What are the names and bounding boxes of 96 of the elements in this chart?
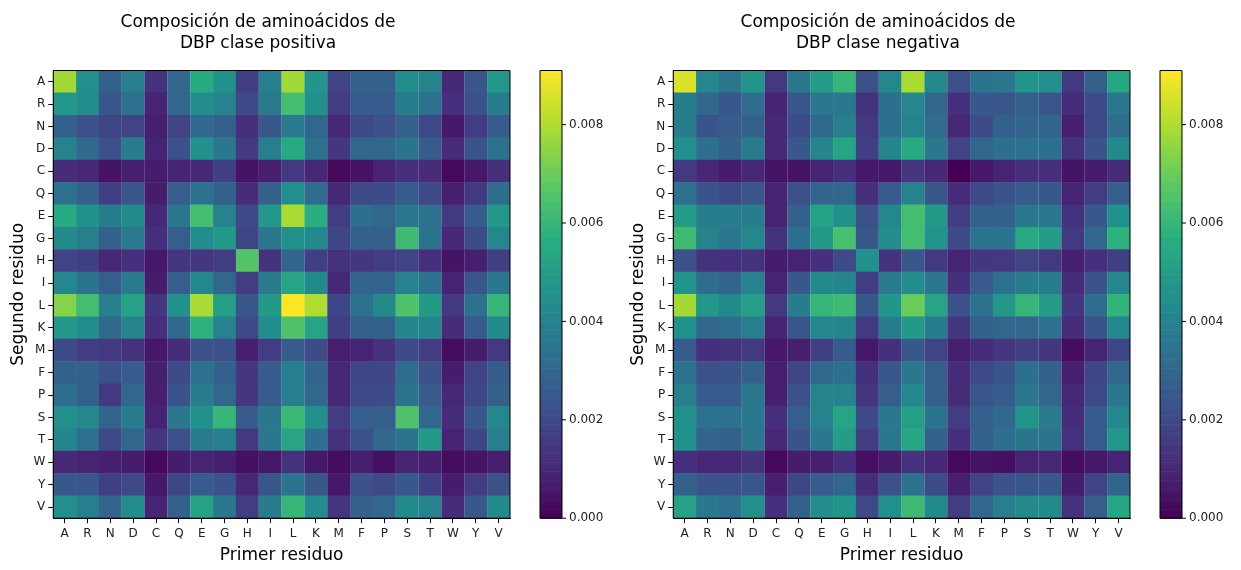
x-tick-label: K	[311, 525, 321, 540]
y-axis-title: Segundo residuo	[6, 222, 27, 366]
y-tick-label: N	[656, 118, 666, 133]
color-bar-label: 0.006	[569, 215, 604, 230]
x-tick-label: V	[494, 525, 504, 540]
color-bar-label: 0.004	[1189, 313, 1224, 328]
y-tick-label: K	[657, 320, 667, 335]
y-tick-label: E	[37, 208, 46, 223]
x-tick-label: R	[83, 525, 92, 540]
y-tick-label: F	[38, 364, 46, 379]
x-axis-title: Primer residuo	[219, 544, 344, 565]
y-tick-label: H	[36, 252, 46, 267]
color-bar-label: 0.006	[1189, 215, 1224, 230]
y-tick-label: Q	[655, 185, 666, 200]
y-tick-label: D	[36, 140, 46, 155]
y-tick-label: V	[37, 499, 47, 514]
chart-title: Composición de aminoácidos de DBP clase negativa	[740, 11, 1016, 53]
x-tick-label: W	[1066, 525, 1079, 540]
x-tick-label: Y	[471, 525, 481, 540]
y-tick-label: L	[658, 297, 666, 312]
y-tick-label: T	[36, 431, 46, 446]
color-bar-label: 0.004	[569, 313, 604, 328]
y-tick-label: A	[37, 73, 47, 88]
y-tick-label: R	[656, 96, 666, 111]
x-tick-label: T	[425, 525, 435, 540]
y-tick-label: M	[34, 342, 46, 357]
y-axis-title: Segundo residuo	[626, 222, 647, 366]
x-tick-label: L	[909, 525, 917, 540]
x-tick-label: I	[268, 525, 272, 540]
x-tick-label: I	[888, 525, 892, 540]
y-tick-label: E	[657, 208, 666, 223]
x-tick-label: Q	[794, 525, 804, 540]
y-tick-label: T	[656, 431, 666, 446]
y-tick-label: K	[37, 320, 47, 335]
x-tick-label: E	[197, 525, 206, 540]
y-tick-label: R	[36, 96, 46, 111]
color-bar-label: 0.008	[569, 116, 604, 131]
y-tick-label: W	[33, 454, 46, 469]
y-tick-label: G	[655, 230, 666, 245]
x-tick-label: F	[358, 525, 366, 540]
x-tick-label: S	[1023, 525, 1032, 540]
y-tick-label: V	[657, 499, 667, 514]
x-tick-label: M	[333, 525, 344, 540]
y-tick-label: C	[656, 163, 666, 178]
x-tick-label: N	[725, 525, 735, 540]
x-tick-label: G	[839, 525, 850, 540]
x-tick-label: N	[105, 525, 115, 540]
y-tick-label: F	[658, 364, 666, 379]
y-tick-label: P	[658, 387, 666, 402]
x-tick-label: T	[1045, 525, 1055, 540]
x-tick-label: P	[1000, 525, 1009, 540]
x-tick-label: H	[862, 525, 872, 540]
y-tick-label: D	[656, 140, 666, 155]
color-bar-label: 0.008	[1189, 116, 1224, 131]
x-tick-label: H	[242, 525, 252, 540]
x-tick-label: V	[1114, 525, 1124, 540]
y-tick-label: H	[656, 252, 666, 267]
y-tick-label: Q	[35, 185, 46, 200]
x-tick-label: S	[403, 525, 412, 540]
x-tick-label: P	[380, 525, 389, 540]
y-tick-label: Y	[36, 476, 46, 491]
x-tick-label: G	[219, 525, 230, 540]
x-tick-label: K	[931, 525, 941, 540]
x-tick-label: D	[128, 525, 138, 540]
y-tick-label: S	[657, 409, 666, 424]
x-tick-label: Q	[174, 525, 184, 540]
y-tick-label: C	[36, 163, 46, 178]
y-tick-label: M	[654, 342, 666, 357]
color-bar-label: 0.000	[569, 510, 604, 525]
color-bar-label: 0.002	[1189, 411, 1224, 426]
y-tick-label: Y	[656, 476, 666, 491]
x-tick-label: F	[978, 525, 986, 540]
x-tick-label: M	[953, 525, 964, 540]
chart-title: Composición de aminoácidos de DBP clase positiva	[120, 11, 396, 53]
x-tick-label: R	[703, 525, 712, 540]
x-axis-title: Primer residuo	[839, 544, 964, 565]
x-tick-label: C	[771, 525, 781, 540]
x-tick-label: D	[748, 525, 758, 540]
x-tick-label: A	[680, 525, 690, 540]
x-tick-label: C	[151, 525, 161, 540]
y-tick-label: I	[41, 275, 46, 290]
x-tick-label: E	[817, 525, 826, 540]
x-tick-label: W	[446, 525, 459, 540]
color-bar-label: 0.000	[1189, 510, 1224, 525]
color-bar-label: 0.002	[569, 411, 604, 426]
y-tick-label: P	[38, 387, 46, 402]
y-tick-label: A	[657, 73, 667, 88]
x-tick-label: Y	[1091, 525, 1101, 540]
y-tick-label: W	[653, 454, 666, 469]
x-tick-label: L	[289, 525, 297, 540]
y-tick-label: I	[661, 275, 666, 290]
y-tick-label: L	[38, 297, 46, 312]
y-tick-label: N	[36, 118, 46, 133]
y-tick-label: S	[37, 409, 46, 424]
x-tick-label: A	[60, 525, 70, 540]
y-tick-label: G	[35, 230, 46, 245]
